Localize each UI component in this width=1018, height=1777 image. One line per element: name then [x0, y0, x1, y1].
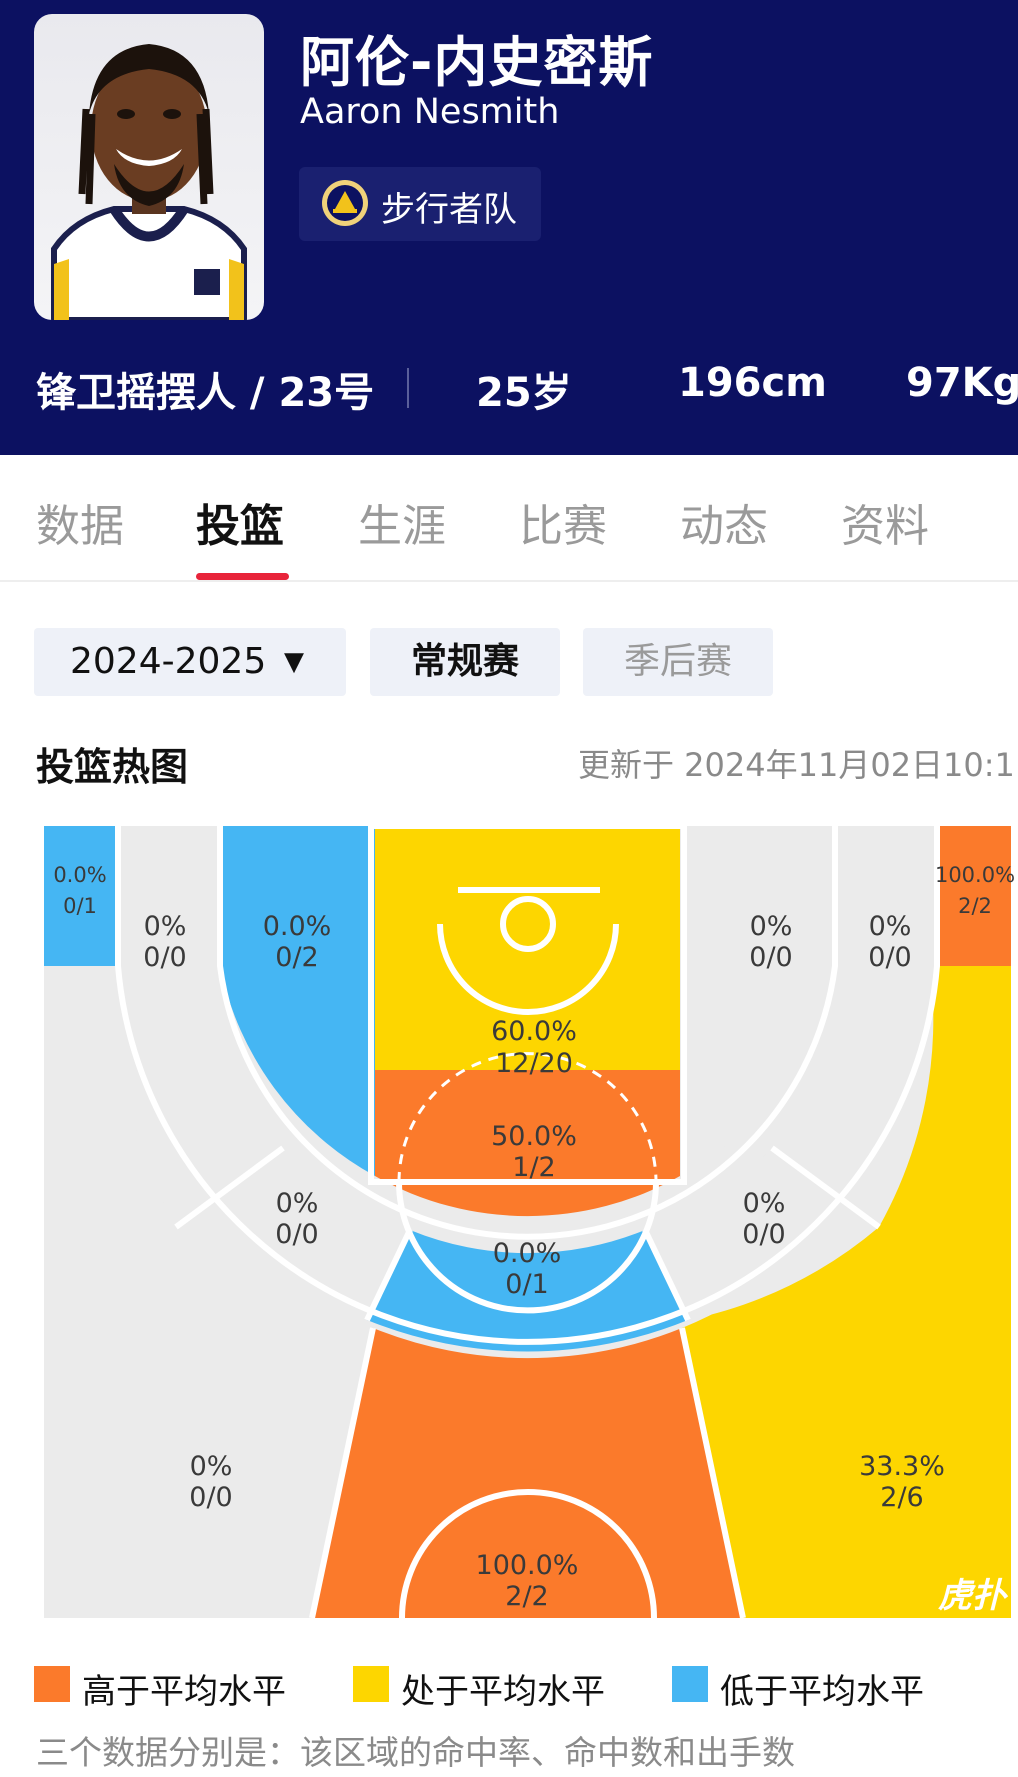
player-age: 25岁: [476, 370, 572, 416]
zone-left-short-2[interactable]: [220, 826, 375, 1176]
zone-made-left-wing-3: 0/0: [189, 1482, 232, 1513]
zone-pct-left-short-2: 0.0%: [263, 911, 332, 942]
zone-right-short-2[interactable]: [680, 826, 835, 1176]
zone-made-left-corner-3: 0/1: [63, 894, 97, 918]
tab-bar: 数据 投篮 生涯 比赛 动态 资料: [0, 455, 1018, 582]
watermark-logo: 虎扑: [938, 1576, 1006, 1616]
zone-made-right-short-2: 0/0: [749, 942, 792, 973]
playoffs-button[interactable]: 季后赛: [583, 628, 773, 696]
zone-left-wing-3[interactable]: [44, 966, 373, 1618]
chevron-down-icon: ▼: [284, 647, 304, 677]
updated-timestamp: 更新于 2024年11月02日10:11: [578, 746, 1018, 784]
position-number: 锋卫摇摆人 / 23号: [36, 370, 375, 416]
legend-swatch-above: [34, 1666, 70, 1702]
court-lines: [115, 826, 940, 1618]
team-name: 步行者队: [381, 190, 517, 230]
zone-labels: 0.0% 0/1 100.0% 2/2 0% 0/0 0.0% 0/2 0% 0…: [53, 863, 1015, 1612]
player-name-en: Aaron Nesmith: [300, 92, 560, 132]
legend-label-above: 高于平均水平: [82, 1672, 286, 1712]
legend-average: 处于平均水平: [353, 1664, 633, 1712]
legend-label-below: 低于平均水平: [720, 1672, 924, 1712]
zone-top-key-2[interactable]: [367, 1230, 688, 1352]
tab-games[interactable]: 比赛: [519, 501, 607, 552]
zone-pct-right-baseline-2: 0%: [869, 911, 912, 942]
section-title: 投篮热图: [36, 745, 189, 789]
zone-pct-top-3: 100.0%: [476, 1550, 579, 1581]
player-name-cn: 阿伦-内史密斯: [300, 31, 654, 94]
team-logo-icon: [322, 180, 368, 226]
team-chip[interactable]: 步行者队: [299, 167, 541, 241]
legend-above: 高于平均水平: [34, 1664, 314, 1712]
zone-made-right-wing-3: 2/6: [880, 1482, 923, 1513]
zone-made-top-3: 2/2: [505, 1581, 548, 1612]
player-weight: 97Kg: [906, 360, 1018, 406]
tab-news[interactable]: 动态: [680, 501, 768, 552]
zone-left-wing-2[interactable]: [176, 1148, 410, 1320]
zone-right-baseline-2[interactable]: [772, 826, 934, 1227]
zone-pct-right-corner-3: 100.0%: [935, 863, 1015, 887]
zone-pct-left-wing-3: 0%: [190, 1451, 233, 1482]
zone-pct-right-wing-2: 0%: [743, 1188, 786, 1219]
zone-pct-paint: 50.0%: [491, 1121, 577, 1152]
zone-made-right-corner-3: 2/2: [958, 894, 992, 918]
zone-pct-right-wing-3: 33.3%: [859, 1451, 945, 1482]
zone-pct-top-key-2: 0.0%: [493, 1238, 562, 1269]
regular-season-button[interactable]: 常规赛: [370, 628, 560, 696]
zone-left-corner-3[interactable]: [44, 826, 118, 966]
zone-made-top-key-2: 0/1: [505, 1269, 548, 1300]
zone-top-3[interactable]: [312, 1328, 743, 1618]
player-header: 阿伦-内史密斯 Aaron Nesmith 步行者队 锋卫摇摆人 / 23号 2…: [0, 0, 1018, 455]
zone-made-left-wing-2: 0/0: [275, 1219, 318, 1250]
player-photo-icon: [51, 44, 247, 320]
tab-career[interactable]: 生涯: [358, 501, 446, 552]
tab-shooting[interactable]: 投篮: [196, 501, 284, 552]
zone-right-corner-3[interactable]: [937, 826, 1011, 966]
zone-left-baseline-2[interactable]: [121, 826, 283, 1227]
zone-right-wing-2[interactable]: [645, 1148, 879, 1320]
zone-pct-left-baseline-2: 0%: [144, 911, 187, 942]
zone-pct-left-corner-3: 0.0%: [53, 863, 106, 887]
zone-made-right-wing-2: 0/0: [742, 1219, 785, 1250]
zone-made-left-baseline-2: 0/0: [143, 942, 186, 973]
legend-below: 低于平均水平: [672, 1664, 952, 1712]
legend-swatch-below: [672, 1666, 708, 1702]
legend-label-average: 处于平均水平: [401, 1672, 605, 1712]
zone-made-left-short-2: 0/2: [275, 942, 318, 973]
legend-swatch-average: [353, 1666, 389, 1702]
zone-made-restricted: 12/20: [495, 1048, 573, 1079]
active-tab-indicator: [196, 573, 289, 580]
info-divider: [407, 368, 409, 408]
zone-pct-left-wing-2: 0%: [276, 1188, 319, 1219]
tab-profile[interactable]: 资料: [841, 501, 929, 552]
tab-stats[interactable]: 数据: [36, 501, 124, 552]
zone-made-right-baseline-2: 0/0: [868, 942, 911, 973]
zone-pct-right-short-2: 0%: [750, 911, 793, 942]
player-avatar: [34, 14, 264, 320]
season-value: 2024-2025: [70, 641, 267, 682]
player-height: 196cm: [678, 360, 827, 406]
zone-pct-restricted: 60.0%: [491, 1016, 577, 1047]
season-select[interactable]: 2024-2025 ▼: [34, 628, 346, 696]
zone-right-wing-3[interactable]: [682, 966, 1011, 1618]
player-info-row: 锋卫摇摆人 / 23号 25岁 196cm 97Kg: [0, 360, 1018, 420]
zone-made-paint: 1/2: [512, 1152, 555, 1183]
footnote: 三个数据分别是：该区域的命中率、命中数和出手数: [36, 1733, 795, 1772]
